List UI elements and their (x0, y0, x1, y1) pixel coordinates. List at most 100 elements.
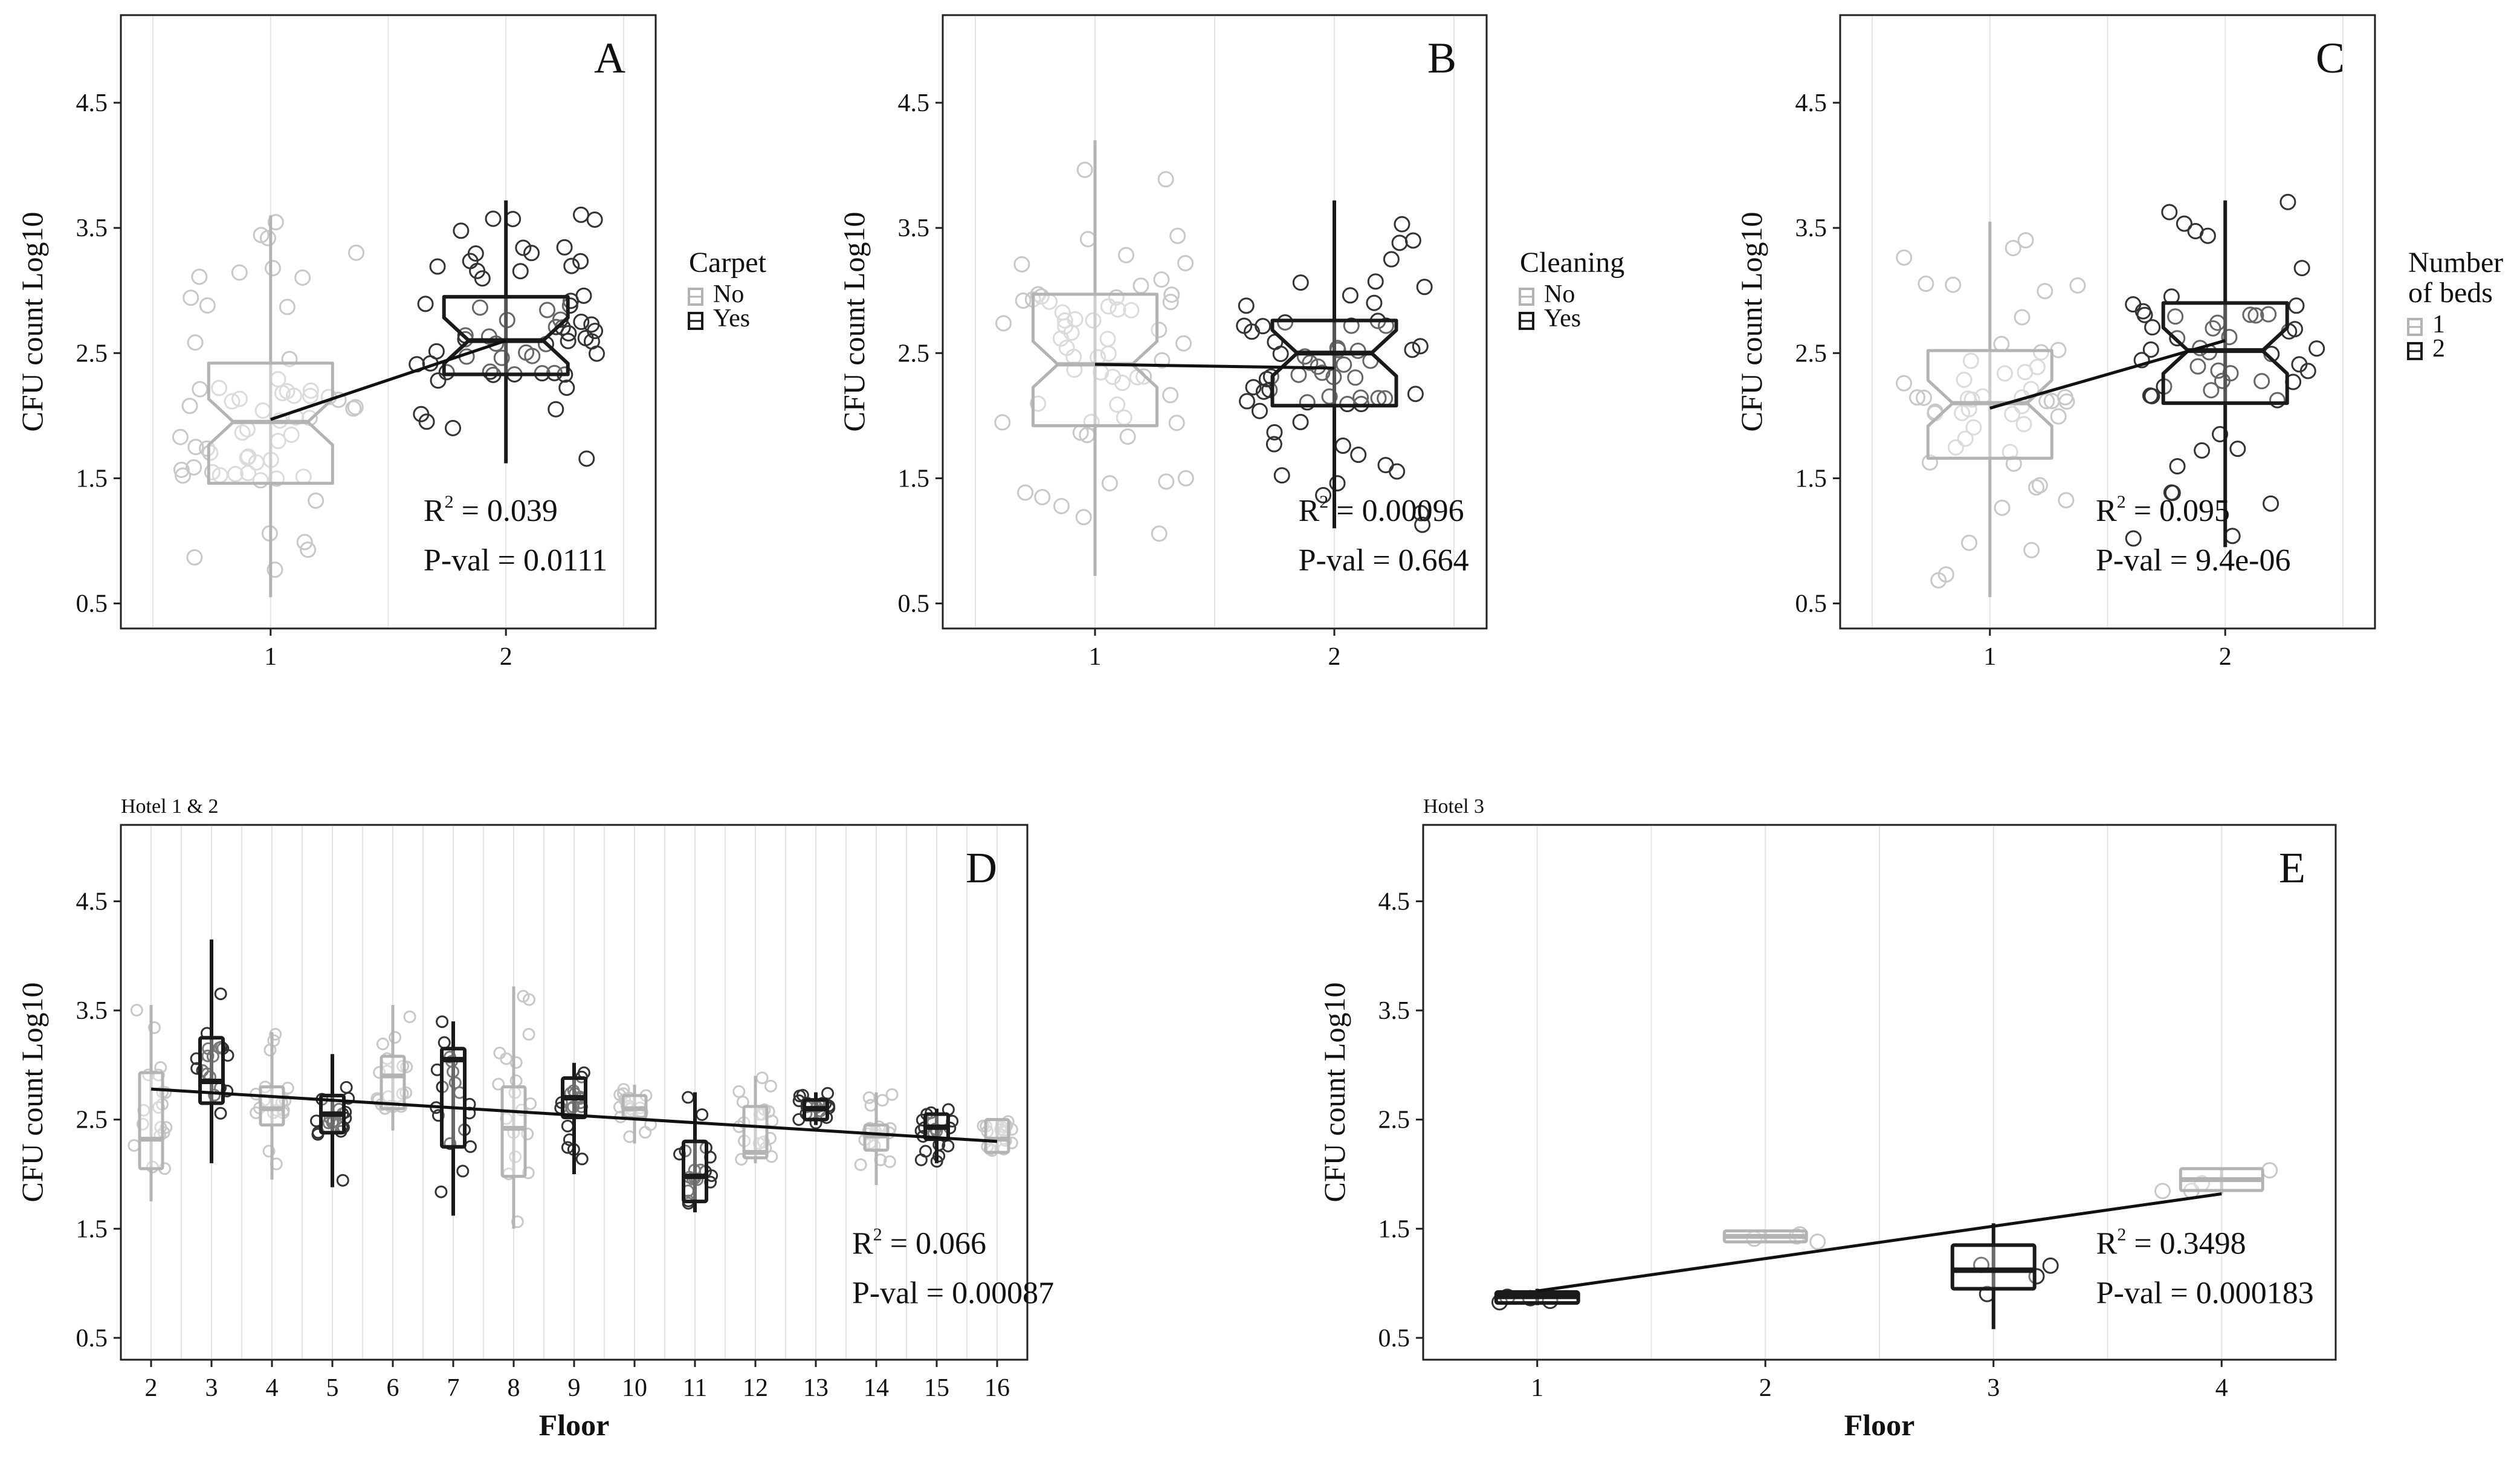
data-point (2192, 340, 2209, 357)
data-point (438, 364, 455, 381)
boxes (994, 140, 1433, 576)
data-point (2144, 319, 2161, 336)
data-point (199, 297, 216, 314)
data-point (482, 363, 499, 380)
panel-E: 0.5 1.5 2.5 3.5 4.5 1 2 3 4 CFU count Log10 Floor H… (1317, 795, 2337, 1442)
data-point (511, 1215, 524, 1229)
data-point (436, 1015, 449, 1029)
data-point (2189, 358, 2206, 375)
box-2 (2161, 301, 2289, 405)
y-axis-label: CFU count Log10 (1317, 983, 1351, 1203)
data-point (1005, 1136, 1018, 1149)
y-tick-label: 1.5 (898, 465, 930, 493)
data-point (1123, 302, 1140, 318)
data-point (480, 328, 497, 345)
data-point (1916, 389, 1933, 406)
data-point (1416, 279, 1433, 296)
data-point (524, 347, 541, 364)
x-tick-label: 2 (2219, 643, 2232, 671)
box-2 (1270, 318, 1398, 408)
data-point (515, 239, 532, 256)
data-point (373, 1066, 386, 1079)
p-value-label: P-val = 0.664 (1299, 543, 1469, 578)
data-point (1272, 346, 1289, 363)
data-point (471, 299, 488, 316)
data-point (1343, 317, 1360, 334)
legend-swatch (2407, 318, 2423, 336)
r-squared-superscript: 2 (1319, 492, 1328, 512)
data-point (1965, 419, 1982, 436)
data-point (2133, 352, 2150, 369)
data-point (224, 393, 241, 410)
data-point (1299, 394, 1316, 411)
data-point (1163, 286, 1180, 303)
y-tick-label: 0.5 (1795, 590, 1827, 618)
data-point (2023, 541, 2040, 558)
x-axis: 2 3 4 5 6 7 8 9 10 11 12 13 14 15 16 (145, 1360, 1010, 1402)
y-tick-label: 3.5 (1378, 997, 1410, 1025)
data-point (1136, 368, 1152, 385)
data-point (560, 325, 577, 342)
data-point (1056, 312, 1073, 329)
data-point (253, 227, 270, 244)
data-point (2056, 389, 2073, 405)
x-tick-label: 3 (205, 1374, 218, 1402)
data-point (493, 349, 510, 366)
x-tick-label: 1 (1531, 1374, 1543, 1402)
data-point (994, 414, 1011, 431)
x-tick-label: 6 (387, 1374, 399, 1402)
data-point (1383, 251, 1400, 268)
y-tick-label: 3.5 (76, 997, 108, 1025)
data-point (1404, 341, 1421, 358)
r-squared-superscript: 2 (445, 492, 454, 512)
legend-swatch (688, 288, 703, 306)
y-tick-label: 2.5 (898, 340, 930, 367)
box-3 (1950, 1243, 2037, 1291)
data-point (1366, 294, 1383, 311)
data-point (1404, 232, 1421, 249)
y-tick-label: 0.5 (1378, 1325, 1410, 1352)
x-tick-label: 12 (743, 1374, 768, 1402)
regression-line (270, 339, 506, 421)
data-point (2028, 1268, 2045, 1285)
data-point (578, 450, 595, 467)
data-point (1961, 534, 1978, 551)
data-point (2242, 306, 2259, 323)
data-point (1962, 352, 1979, 369)
data-point (2212, 425, 2229, 442)
data-point (227, 465, 244, 482)
data-point (347, 244, 364, 261)
y-tick-label: 3.5 (76, 215, 108, 242)
data-point (1347, 369, 1364, 386)
box-3 (198, 1036, 225, 1105)
y-axis-label: CFU count Log10 (15, 212, 49, 432)
data-point (1394, 216, 1410, 233)
boxes (1896, 193, 2325, 598)
data-point (199, 440, 216, 457)
x-tick-label: 11 (683, 1374, 707, 1402)
data-point (1162, 294, 1179, 311)
data-point (1367, 273, 1384, 290)
data-point (2015, 416, 2032, 433)
data-point (1052, 330, 1069, 347)
box-1 (1032, 292, 1158, 427)
data-point (563, 257, 580, 274)
data-point (2229, 441, 2246, 457)
y-tick-label: 2.5 (76, 340, 108, 367)
data-point (183, 289, 199, 306)
data-point (267, 561, 283, 578)
y-axis: 0.5 1.5 2.5 3.5 4.5 (1795, 89, 1840, 618)
data-point (821, 1087, 835, 1100)
data-point (445, 419, 462, 436)
x-tick-label: 13 (803, 1374, 829, 1402)
data-point (300, 541, 317, 558)
data-point (456, 1165, 470, 1178)
data-point (2005, 455, 2022, 472)
data-point (234, 424, 251, 441)
data-point (2205, 320, 2221, 337)
data-point (403, 1010, 416, 1024)
